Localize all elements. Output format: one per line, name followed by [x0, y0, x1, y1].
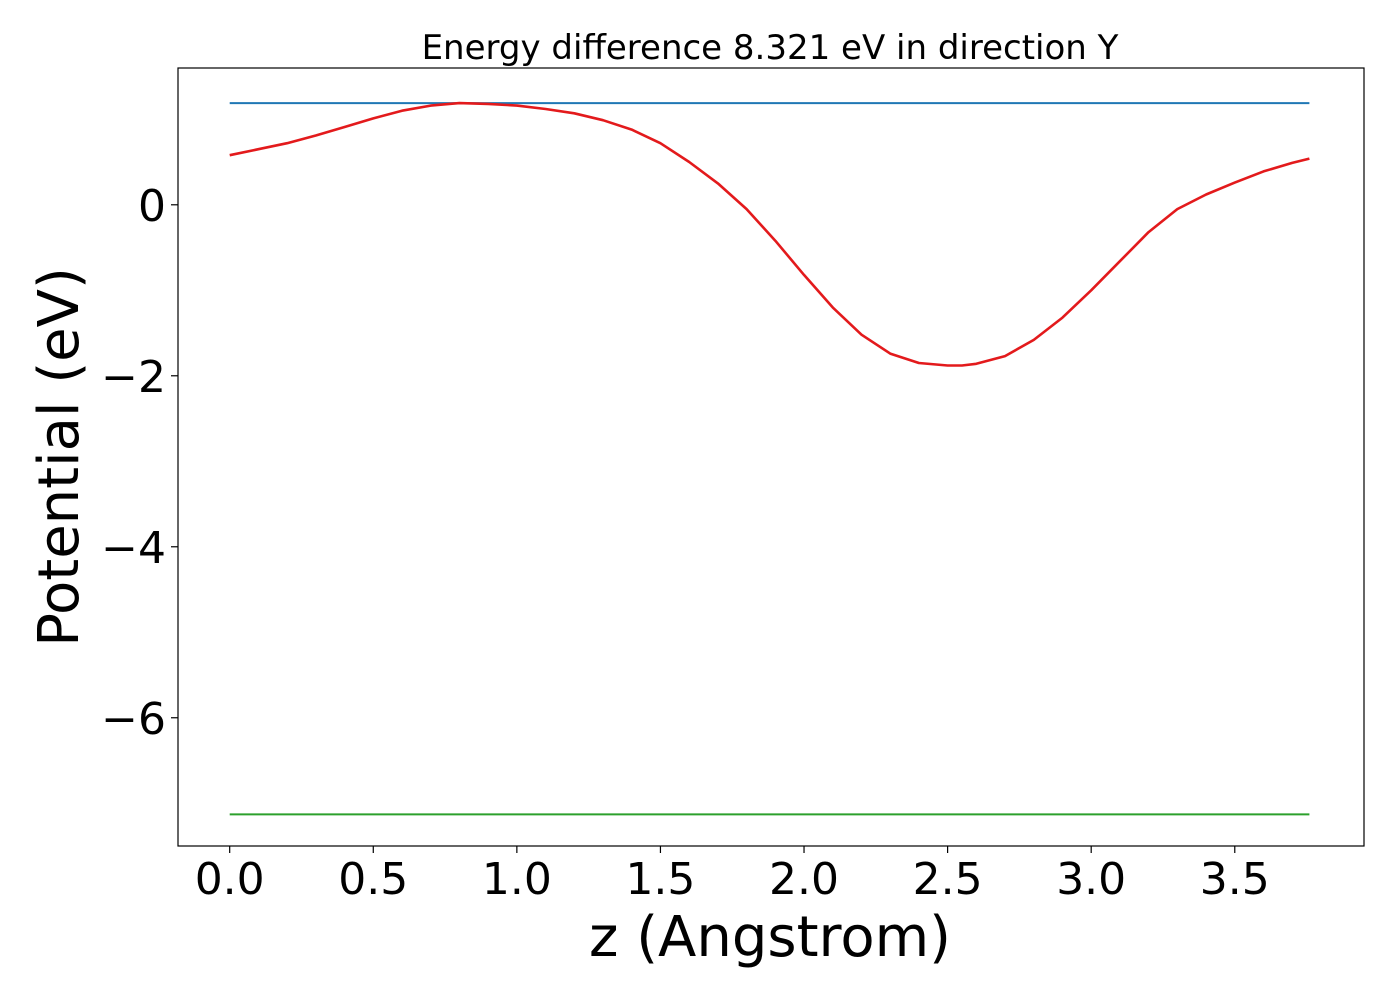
series-layer [229, 101, 1310, 816]
x-tick-label: 3.5 [1200, 854, 1270, 905]
x-tick-label: 2.5 [913, 854, 983, 905]
y-tick-label: 0 [138, 181, 166, 232]
y-tick-label: −6 [101, 694, 166, 745]
chart-title: Energy difference 8.321 eV in direction … [422, 28, 1119, 68]
x-tick-label: 1.5 [625, 854, 695, 905]
x-tick-label: 2.0 [769, 854, 839, 905]
y-tick-label: −4 [101, 523, 166, 574]
y-axis-title: Potential (eV) [27, 267, 92, 647]
x-tick-label: 1.0 [482, 854, 552, 905]
y-tick-label: −2 [101, 352, 166, 403]
plot-area-frame [177, 67, 1365, 847]
series-line-potential [229, 101, 1310, 367]
y-axis-ticks: 0 −2 −4 −6 [101, 181, 178, 745]
x-tick-label: 0.5 [338, 854, 408, 905]
x-axis-title: z (Angstrom) [589, 905, 951, 970]
x-axis-ticks: 0.0 0.5 1.0 1.5 2.0 2.5 3.0 3.5 [195, 846, 1270, 905]
x-tick-label: 0.0 [195, 854, 265, 905]
x-tick-label: 3.0 [1056, 854, 1126, 905]
